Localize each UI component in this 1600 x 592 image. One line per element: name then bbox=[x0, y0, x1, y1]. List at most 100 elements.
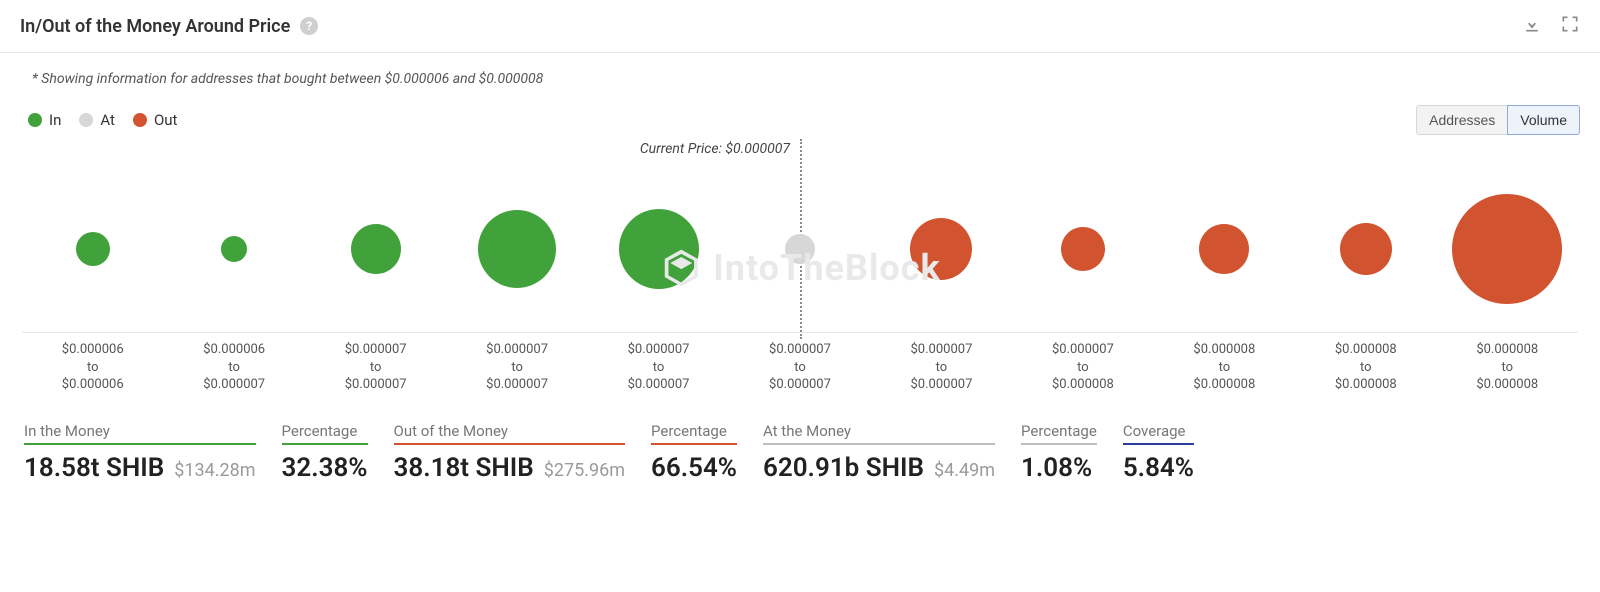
bubble[interactable] bbox=[351, 224, 401, 274]
bubble[interactable] bbox=[76, 232, 110, 266]
toggle-addresses-button[interactable]: Addresses bbox=[1416, 105, 1507, 135]
legend-row: In At Out Addresses Volume bbox=[0, 87, 1600, 135]
collapse-icon[interactable] bbox=[1560, 14, 1580, 38]
chart-area: Current Price: $0.000007 IntoTheBlock $0… bbox=[0, 135, 1600, 394]
current-price-label: Current Price: $0.000007 bbox=[640, 141, 800, 157]
stat-label: Percentage bbox=[282, 422, 368, 445]
x-axis-label: $0.000007to$0.000007 bbox=[446, 341, 587, 394]
x-axis-label: $0.000008to$0.000008 bbox=[1437, 341, 1578, 394]
bubble[interactable] bbox=[221, 236, 247, 262]
legend-dot bbox=[79, 113, 93, 127]
stat-value-main: 620.91b SHIB bbox=[763, 453, 924, 483]
range-to: $0.000008 bbox=[1437, 376, 1578, 394]
stat-block: Percentage 66.54% bbox=[651, 422, 737, 483]
legend-label: At bbox=[100, 111, 115, 129]
bubble-col bbox=[1437, 174, 1578, 324]
toggle-volume-button[interactable]: Volume bbox=[1507, 105, 1580, 135]
download-icon[interactable] bbox=[1522, 14, 1542, 38]
range-to: $0.000008 bbox=[1154, 376, 1295, 394]
bubble-row: IntoTheBlock bbox=[22, 173, 1578, 333]
range-from: $0.000007 bbox=[305, 341, 446, 359]
x-axis-labels: $0.000006to$0.000006$0.000006to$0.000007… bbox=[22, 341, 1578, 394]
x-axis-label: $0.000007to$0.000007 bbox=[305, 341, 446, 394]
stat-value-row: 18.58t SHIB $134.28m bbox=[24, 453, 256, 483]
legend-item-at[interactable]: At bbox=[79, 111, 115, 129]
bubble-col bbox=[446, 174, 587, 324]
range-from: $0.000007 bbox=[871, 341, 1012, 359]
range-from: $0.000008 bbox=[1295, 341, 1436, 359]
range-to: $0.000007 bbox=[588, 376, 729, 394]
bubble[interactable] bbox=[1061, 227, 1105, 271]
bubble[interactable] bbox=[1340, 223, 1392, 275]
legend-label: Out bbox=[154, 111, 178, 129]
legend-dot bbox=[133, 113, 147, 127]
range-from: $0.000007 bbox=[588, 341, 729, 359]
stat-value-row: 38.18t SHIB $275.96m bbox=[394, 453, 626, 483]
stat-value-row: 32.38% bbox=[282, 453, 368, 483]
range-to: $0.000007 bbox=[163, 376, 304, 394]
range-join: to bbox=[871, 359, 1012, 377]
header-left: In/Out of the Money Around Price ? bbox=[20, 16, 318, 37]
stat-value-sub: $275.96m bbox=[544, 460, 625, 481]
range-join: to bbox=[1154, 359, 1295, 377]
range-from: $0.000007 bbox=[446, 341, 587, 359]
range-from: $0.000006 bbox=[22, 341, 163, 359]
stat-value-sub: $134.28m bbox=[174, 460, 255, 481]
range-join: to bbox=[446, 359, 587, 377]
x-axis-label: $0.000007to$0.000007 bbox=[871, 341, 1012, 394]
help-icon[interactable]: ? bbox=[300, 17, 318, 35]
range-to: $0.000007 bbox=[729, 376, 870, 394]
range-to: $0.000007 bbox=[446, 376, 587, 394]
range-join: to bbox=[729, 359, 870, 377]
bubble-col bbox=[871, 174, 1012, 324]
bubble[interactable] bbox=[619, 209, 699, 289]
range-from: $0.000008 bbox=[1154, 341, 1295, 359]
range-to: $0.000006 bbox=[22, 376, 163, 394]
stat-value-main: 66.54% bbox=[651, 453, 737, 483]
bubble[interactable] bbox=[478, 210, 556, 288]
range-from: $0.000006 bbox=[163, 341, 304, 359]
range-to: $0.000008 bbox=[1012, 376, 1153, 394]
bubble[interactable] bbox=[910, 218, 972, 280]
x-axis-label: $0.000006to$0.000006 bbox=[22, 341, 163, 394]
range-join: to bbox=[305, 359, 446, 377]
view-toggle: Addresses Volume bbox=[1416, 105, 1580, 135]
stat-value-row: 1.08% bbox=[1021, 453, 1097, 483]
range-join: to bbox=[1012, 359, 1153, 377]
bubble-col bbox=[729, 174, 870, 324]
legend-dot bbox=[28, 113, 42, 127]
range-to: $0.000008 bbox=[1295, 376, 1436, 394]
x-axis-label: $0.000006to$0.000007 bbox=[163, 341, 304, 394]
stat-value-row: 66.54% bbox=[651, 453, 737, 483]
stat-label: Percentage bbox=[651, 422, 737, 445]
summary-stats: In the Money 18.58t SHIB $134.28m Percentag… bbox=[0, 394, 1600, 483]
range-join: to bbox=[1437, 359, 1578, 377]
stat-value-main: 5.84% bbox=[1123, 453, 1194, 483]
stat-label: At the Money bbox=[763, 422, 995, 445]
bubble-col bbox=[1154, 174, 1295, 324]
bubble[interactable] bbox=[1199, 224, 1249, 274]
stat-value-sub: $4.49m bbox=[934, 460, 995, 481]
stat-block: In the Money 18.58t SHIB $134.28m bbox=[24, 422, 256, 483]
stat-value-row: 5.84% bbox=[1123, 453, 1194, 483]
legend-item-in[interactable]: In bbox=[28, 111, 61, 129]
range-from: $0.000007 bbox=[729, 341, 870, 359]
range-join: to bbox=[22, 359, 163, 377]
filter-note: * Showing information for addresses that… bbox=[0, 53, 1600, 87]
range-to: $0.000007 bbox=[871, 376, 1012, 394]
bubble-col bbox=[588, 174, 729, 324]
stat-label: Percentage bbox=[1021, 422, 1097, 445]
stat-value-main: 38.18t SHIB bbox=[394, 453, 534, 483]
bubble-col bbox=[22, 174, 163, 324]
bubble[interactable] bbox=[785, 234, 815, 264]
stat-value-main: 18.58t SHIB bbox=[24, 453, 164, 483]
legend-item-out[interactable]: Out bbox=[133, 111, 178, 129]
card-header: In/Out of the Money Around Price ? bbox=[0, 0, 1600, 53]
stat-label: In the Money bbox=[24, 422, 256, 445]
bubble[interactable] bbox=[1452, 194, 1562, 304]
x-axis-label: $0.000007to$0.000008 bbox=[1012, 341, 1153, 394]
stat-block: Percentage 1.08% bbox=[1021, 422, 1097, 483]
bubble-col bbox=[1295, 174, 1436, 324]
bubble-col bbox=[1012, 174, 1153, 324]
header-actions bbox=[1522, 14, 1580, 38]
